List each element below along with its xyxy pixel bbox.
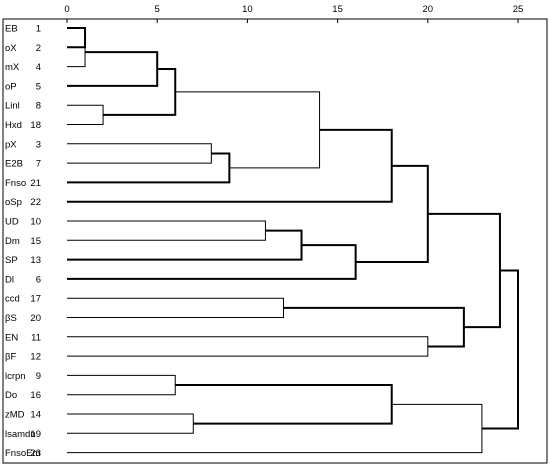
leaf-label: Hxd [5,120,22,131]
chart-frame [2,18,548,464]
leaf-label: UD [5,217,19,228]
dendrogram-link [103,68,177,116]
dendrogram-link [67,374,176,396]
x-tick-label: 0 [64,4,69,15]
leaf-case-number: 5 [36,81,41,92]
x-tick-label: 15 [332,4,343,15]
leaf-case-number: 3 [36,139,41,150]
leaf-label: Fnso [5,178,26,189]
leaf-label: ccd [5,294,20,305]
leaf-label: oSp [5,197,22,208]
leaf-case-number: 1 [36,24,41,35]
leaf-label: zMD [5,410,25,421]
leaf-label: SP [5,255,18,266]
leaf-label: EN [5,332,18,343]
leaf-case-number: 23 [30,448,41,459]
leaf-case-number: 9 [36,371,41,382]
x-axis: 0 5 10 15 20 25 [64,4,523,23]
dendrogram-link [67,152,231,184]
leaf-case-number: 10 [30,217,41,228]
leaf-case-number: 13 [30,255,41,266]
dendrogram-link [481,269,519,430]
dendrogram-link [67,336,429,357]
leaf-case-number: 16 [30,390,41,401]
leaf-case-number: 4 [36,62,41,73]
leaf-label: Dm [5,236,20,247]
leaf-case-number: 7 [36,159,41,170]
leaf-label: Do [5,390,17,401]
dendrogram-link [283,306,465,348]
leaf-case-number: 2 [36,43,41,54]
dendrogram-link [67,104,104,125]
leaf-label: βS [5,313,17,324]
dendrogram-link [67,37,86,68]
leaf-case-number: 21 [30,178,41,189]
leaf-case-number: 15 [30,236,41,247]
leaf-label: FnsoEm [5,448,40,459]
dendrogram-link [67,220,266,241]
leaf-label: oP [5,81,17,92]
leaf-labels: EB 1 oX 2 mX 4 oP 5 Linl 8 Hxd 18 pX 3 E2B 7 Fnso 21 oSp 22… [5,24,41,460]
leaf-case-number: 6 [36,274,41,285]
leaf-label: EB [5,24,18,35]
leaf-case-number: 12 [30,352,41,363]
leaf-case-number: 22 [30,197,41,208]
dendrogram-link [67,413,194,434]
x-tick-label: 20 [423,4,434,15]
dendrogram-link [67,51,159,87]
leaf-case-number: 19 [30,429,41,440]
leaf-case-number: 14 [30,410,41,421]
leaf-case-number: 20 [30,313,41,324]
leaf-label: βF [5,352,16,363]
dendrogram-link [67,244,357,280]
dendrogram-link [67,403,483,454]
chart-border [2,18,548,464]
dendrogram-link [175,384,393,425]
x-tick-label: 25 [513,4,524,15]
leaf-case-number: 18 [30,120,41,131]
leaf-label: Linl [5,101,20,112]
dendrogram-link [67,297,284,318]
dendrogram-link [67,229,303,261]
leaf-case-number: 17 [30,294,41,305]
x-tick-label: 10 [242,4,253,15]
leaf-label: Dl [5,274,14,285]
leaf-label: lcrpn [5,371,26,382]
leaf-label: mX [5,62,20,73]
leaf-label: oX [5,43,17,54]
x-tick-label: 5 [155,4,160,15]
dendrogram-link [67,143,212,164]
leaf-label: pX [5,139,17,150]
leaf-case-number: 11 [31,332,41,343]
leaf-label: lsamdn [5,429,36,440]
leaf-label: E2B [5,159,23,170]
dendrogram-link [175,91,321,169]
leaf-case-number: 8 [36,101,41,112]
dendrogram-link [67,27,87,49]
dendrogram-links [67,27,519,454]
